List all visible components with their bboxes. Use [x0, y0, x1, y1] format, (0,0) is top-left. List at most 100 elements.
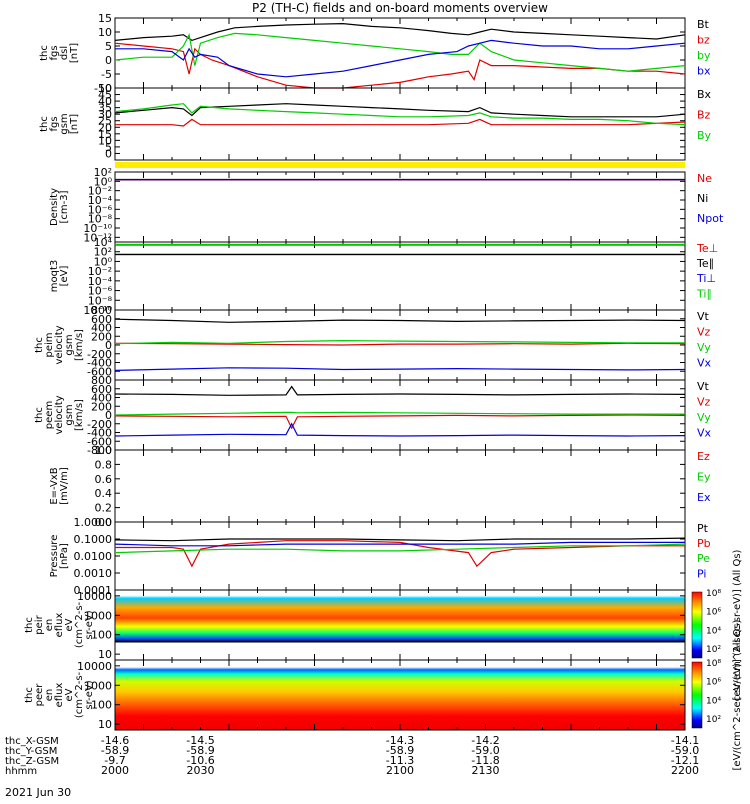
y-tick-label: 0.1000 [74, 533, 113, 546]
y-tick-label: -5 [101, 68, 112, 81]
legend-entry: Ex [697, 491, 711, 504]
x-tick-value: 2000 [101, 764, 129, 777]
y-tick-label: 0.6 [95, 473, 113, 486]
y-tick-label: 10⁻² [88, 185, 112, 198]
y-axis-label: [km/s] [74, 399, 85, 431]
x-tick-value: -11.3 [386, 754, 414, 767]
legend-entry: Ti∥ [696, 287, 712, 300]
x-tick-value: -58.9 [186, 744, 214, 757]
y-tick-label: -600 [87, 365, 112, 378]
series-line-Bz [115, 118, 686, 127]
legend-entry: Ni [697, 192, 708, 205]
y-tick-label: 15 [98, 12, 112, 25]
x-axis-row-label: thc_Y-GSM [5, 746, 57, 757]
y-axis-label: sr-eV) [84, 610, 95, 639]
date-label: 2021 Jun 30 [5, 786, 71, 799]
x-tick-value: 2030 [187, 764, 215, 777]
y-axis-label: fgs [49, 45, 60, 60]
legend-entry: Ti⊥ [696, 272, 716, 285]
x-tick-value: -14.5 [186, 734, 214, 747]
colorbar-tick-label: 10⁶ [706, 608, 721, 618]
colorbar-tick-label: 10² [706, 715, 721, 725]
y-tick-label: 10⁰ [94, 255, 113, 268]
colorbar-label: [eV/(cm^2-sec-sr-eV)] (All Qs) [732, 549, 743, 700]
series-line-by [114, 32, 686, 72]
y-axis-label: [cm-3] [59, 190, 70, 223]
y-axis-label: gsm [59, 113, 70, 134]
y-axis-label: eflux [54, 683, 65, 708]
y-tick-label: -600 [87, 435, 112, 448]
y-tick-label: 10 [98, 26, 112, 39]
legend-entry: Npot [697, 212, 724, 225]
y-axis-label: [nT] [69, 114, 80, 134]
legend-entry: Vx [697, 427, 712, 440]
legend-entry: Te∥ [696, 257, 714, 270]
y-tick-label: 0.0001 [74, 584, 113, 597]
y-axis-label: thc [39, 116, 50, 132]
legend-entry: Vz [697, 326, 711, 339]
y-tick-label: 10⁻⁸ [88, 213, 113, 226]
panel-frame [114, 171, 686, 243]
x-tick-value: -14.3 [386, 734, 414, 747]
colorbar-tick-label: 10⁸ [706, 659, 721, 669]
y-tick-label: 1.0000 [74, 516, 113, 529]
x-axis-row-label: thc_Z-GSM [5, 756, 59, 767]
y-axis-label: thc [34, 337, 45, 353]
spectrogram [115, 660, 685, 730]
y-tick-label: 10⁻² [88, 265, 112, 278]
legend-entry: Vy [697, 341, 711, 354]
y-tick-label: 800 [91, 374, 112, 387]
x-tick-value: -59.0 [671, 744, 699, 757]
y-axis-label: eV [64, 688, 75, 701]
quality-flag-bar [115, 162, 685, 168]
y-axis-label: Pressure [49, 535, 60, 578]
series-line-bz [114, 42, 686, 89]
y-tick-label: 25 [98, 115, 112, 128]
legend-entry: Vt [697, 310, 710, 323]
y-tick-label: 35 [98, 102, 112, 115]
y-axis-label: peir [34, 614, 45, 634]
y-tick-label: 10 [98, 134, 112, 147]
colorbar-tick-label: 10² [706, 645, 721, 655]
y-tick-label: 0.0100 [74, 550, 113, 563]
x-tick-value: -58.9 [101, 744, 129, 757]
series-line-Vz [114, 414, 686, 430]
legend-entry: Pb [697, 537, 711, 550]
y-axis-label: en [44, 619, 55, 632]
legend-entry: bx [697, 65, 711, 78]
y-tick-label: 1000 [84, 679, 112, 692]
series-line-Pb [115, 540, 685, 568]
x-tick-value: -10.6 [186, 754, 214, 767]
y-tick-label: 5 [105, 141, 112, 154]
y-tick-label: 30 [98, 108, 112, 121]
y-tick-label: 0.4 [95, 487, 113, 500]
legend-entry: By [697, 129, 712, 142]
series-line-By [114, 103, 686, 126]
y-tick-label: -800 [87, 444, 112, 457]
y-tick-label: -400 [87, 427, 112, 440]
panel-peer_eflux: 10² 10⁴ 10⁶ 10⁸ [eV/(cm^2-sec-sr-eV)] (All Q… [24, 619, 743, 770]
y-tick-label: 10⁻¹² [83, 231, 112, 244]
y-tick-label: 10⁻⁸ [88, 294, 113, 307]
y-axis-label: fgs [49, 116, 60, 131]
panel-pressure: 1.0000 0.1000 0.0100 0.0010 0.0001 Pressure [n… [49, 516, 711, 597]
y-tick-label: 10² [94, 246, 112, 259]
y-tick-label: 0 [105, 339, 112, 352]
x-axis-labels: thc_X-GSMthc_Y-GSMthc_Z-GSMhhmm-14.6-58.… [5, 734, 699, 777]
y-axis-label: en [44, 689, 55, 702]
legend-entry: Pi [697, 567, 706, 580]
series-line-Pi [114, 541, 685, 547]
y-axis-label: thc [39, 45, 50, 61]
colorbar-tick-label: 10⁸ [706, 589, 721, 599]
x-tick-value: -59.0 [471, 744, 499, 757]
y-tick-label: 10⁻¹⁰ [83, 222, 112, 235]
y-tick-label: 0 [105, 54, 112, 67]
y-axis-label: dsl [59, 46, 70, 60]
y-tick-label: 10⁻⁴ [88, 194, 113, 207]
legend-entry: Vx [697, 357, 712, 370]
